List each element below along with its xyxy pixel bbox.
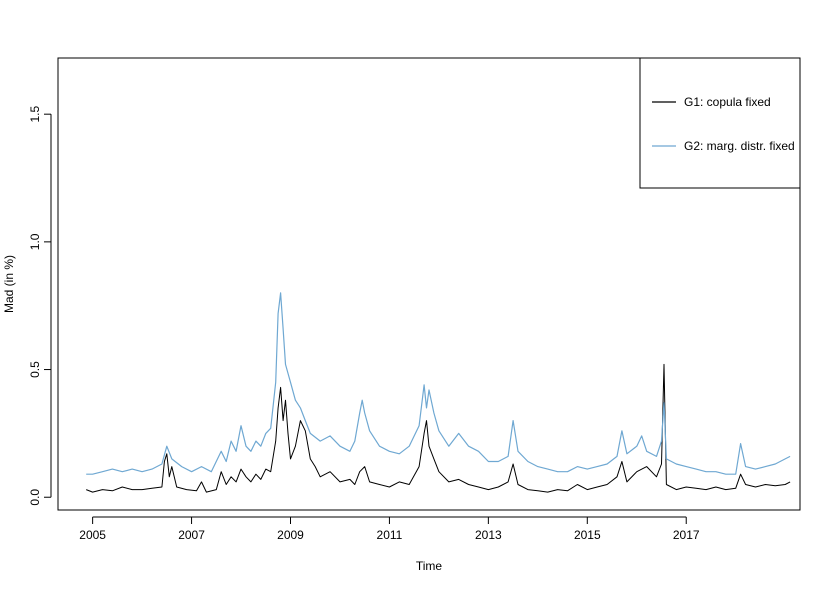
x-tick-label: 2015 bbox=[574, 528, 601, 542]
x-axis: 2005 2007 2009 2011 2013 2015 2017 bbox=[79, 516, 700, 542]
plot-frame bbox=[57, 57, 801, 511]
x-tick-label: 2017 bbox=[673, 528, 700, 542]
x-tick-label: 2011 bbox=[377, 528, 403, 542]
x-tick-label: 2005 bbox=[79, 528, 106, 542]
legend-box bbox=[639, 57, 801, 189]
series-line-g2 bbox=[86, 292, 791, 475]
x-axis-title: Time bbox=[416, 559, 443, 573]
series-line-g1 bbox=[86, 363, 791, 493]
x-tick-label: 2009 bbox=[277, 528, 304, 542]
y-tick-label: 0.0 bbox=[28, 489, 42, 506]
y-axis: 0.0 0.5 1.0 1.5 bbox=[28, 106, 52, 506]
x-tick-label: 2013 bbox=[475, 528, 502, 542]
y-tick-label: 1.0 bbox=[28, 233, 42, 250]
legend-label-g1: G1: copula fixed bbox=[684, 95, 771, 109]
y-tick-label: 1.5 bbox=[28, 106, 42, 123]
y-tick-label: 0.5 bbox=[28, 361, 42, 378]
y-axis-title: Mad (in %) bbox=[2, 255, 16, 313]
legend-label-g2: G2: marg. distr. fixed bbox=[684, 139, 795, 153]
x-tick-label: 2007 bbox=[178, 528, 205, 542]
series-layer bbox=[86, 292, 791, 493]
legend: G1: copula fixed G2: marg. distr. fixed bbox=[639, 57, 801, 189]
